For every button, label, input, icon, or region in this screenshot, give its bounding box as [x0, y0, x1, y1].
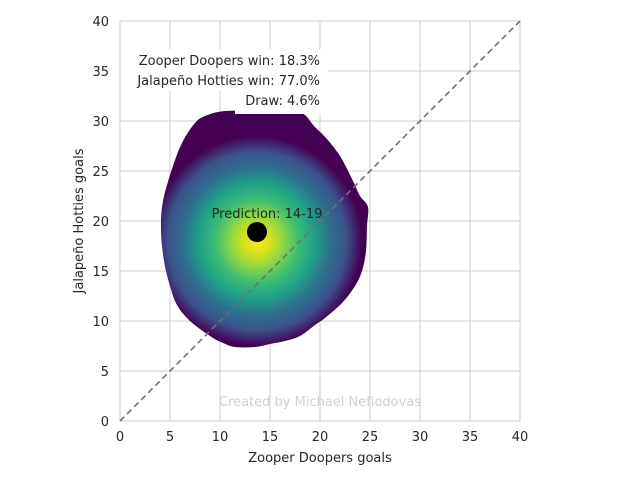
- draw-probability-text: Draw: 4.6%: [245, 94, 320, 109]
- y-tick-label-3: 15: [92, 265, 109, 280]
- prediction-marker: [247, 222, 267, 242]
- x-tick-labels: 0 5 10 15 20 25 30 35 40: [116, 430, 528, 445]
- equal-goals-line: [119, 20, 521, 422]
- x-tick-label-2: 10: [212, 430, 229, 445]
- x-tick-label-4: 20: [312, 430, 329, 445]
- watermark-text: Created by Michael Nefiodovas: [219, 395, 421, 410]
- y-tick-labels: 0 5 10 15 20 25 30 35 40: [92, 15, 109, 430]
- x-tick-label-3: 15: [262, 430, 279, 445]
- x-tick-label-0: 0: [116, 430, 124, 445]
- y-tick-label-7: 35: [92, 65, 109, 80]
- jalapeno-hotties-win-text: Jalapeño Hotties win: 77.0%: [136, 74, 320, 89]
- y-tick-label-5: 25: [92, 165, 109, 180]
- zooper-doopers-win-text: Zooper Doopers win: 18.3%: [139, 54, 320, 69]
- plot-frame: [119, 20, 521, 422]
- win-probabilities-box: Zooper Doopers win: 18.3% Jalapeño Hotti…: [121, 49, 328, 114]
- prediction-label: Prediction: 14-19: [212, 207, 323, 222]
- y-tick-label-2: 10: [92, 315, 109, 330]
- x-tick-label-5: 25: [362, 430, 379, 445]
- y-axis-label: Jalapeño Hotties goals: [72, 148, 87, 294]
- x-tick-label-6: 30: [412, 430, 429, 445]
- x-tick-label-8: 40: [512, 430, 529, 445]
- y-tick-label-6: 30: [92, 115, 109, 130]
- y-tick-label-0: 0: [101, 415, 109, 430]
- x-tick-label-1: 5: [166, 430, 174, 445]
- y-tick-label-1: 5: [101, 365, 109, 380]
- x-tick-label-7: 35: [462, 430, 479, 445]
- x-axis-label: Zooper Doopers goals: [248, 451, 392, 466]
- y-tick-label-4: 20: [92, 215, 109, 230]
- plot-border: [119, 20, 521, 422]
- y-tick-label-8: 40: [92, 15, 109, 30]
